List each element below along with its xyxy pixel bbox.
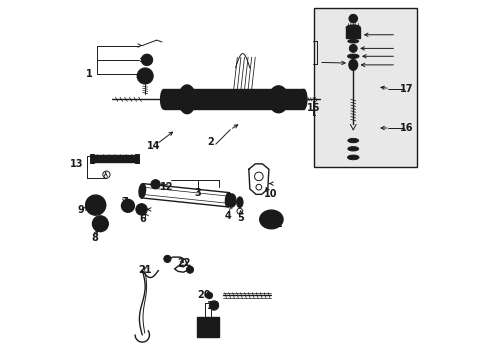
- Circle shape: [209, 301, 218, 310]
- Bar: [89, 154, 94, 163]
- Circle shape: [349, 60, 356, 68]
- Text: 10: 10: [263, 189, 277, 199]
- Text: 2: 2: [206, 138, 213, 147]
- Circle shape: [136, 204, 147, 215]
- Circle shape: [206, 292, 212, 299]
- Text: 1: 1: [86, 69, 93, 79]
- Text: 4: 4: [224, 211, 231, 221]
- Circle shape: [348, 44, 356, 52]
- Polygon shape: [248, 164, 268, 194]
- Text: 15: 15: [306, 103, 320, 113]
- Bar: [346, 28, 360, 39]
- Ellipse shape: [300, 89, 306, 109]
- Text: 11: 11: [269, 219, 283, 229]
- Circle shape: [121, 199, 134, 212]
- Text: 5: 5: [237, 213, 244, 222]
- Bar: [197, 318, 218, 337]
- Ellipse shape: [348, 59, 357, 70]
- Ellipse shape: [268, 86, 288, 113]
- Bar: [92, 154, 135, 162]
- Polygon shape: [141, 184, 229, 207]
- Ellipse shape: [225, 193, 231, 207]
- Text: 18: 18: [198, 327, 211, 337]
- Ellipse shape: [139, 184, 145, 198]
- Circle shape: [137, 68, 153, 84]
- Ellipse shape: [347, 155, 358, 160]
- Ellipse shape: [347, 54, 358, 58]
- Text: 17: 17: [399, 84, 412, 94]
- Bar: [135, 154, 139, 163]
- Ellipse shape: [347, 40, 358, 43]
- Circle shape: [348, 14, 357, 23]
- Ellipse shape: [236, 197, 243, 208]
- Circle shape: [141, 54, 152, 66]
- Circle shape: [92, 216, 108, 231]
- Text: 9: 9: [78, 206, 84, 216]
- Text: 22: 22: [177, 258, 190, 268]
- Ellipse shape: [346, 25, 360, 30]
- Bar: [163, 89, 303, 109]
- Text: 20: 20: [197, 291, 211, 301]
- Circle shape: [186, 266, 193, 273]
- Text: 7: 7: [121, 197, 127, 207]
- Text: 21: 21: [138, 265, 151, 275]
- Circle shape: [163, 255, 171, 262]
- Ellipse shape: [347, 147, 358, 151]
- Ellipse shape: [347, 138, 358, 143]
- Ellipse shape: [259, 210, 283, 229]
- Text: 6: 6: [139, 215, 145, 224]
- Text: 13: 13: [70, 159, 83, 169]
- Ellipse shape: [178, 85, 195, 114]
- Bar: [141, 72, 149, 80]
- Text: 14: 14: [147, 141, 161, 151]
- Ellipse shape: [227, 194, 235, 207]
- Circle shape: [151, 180, 160, 189]
- Ellipse shape: [160, 89, 167, 109]
- Text: 12: 12: [159, 182, 173, 192]
- Bar: [314, 8, 416, 167]
- Text: 8: 8: [91, 233, 98, 243]
- Text: 3: 3: [194, 188, 201, 198]
- Text: 16: 16: [399, 123, 412, 133]
- Text: 19: 19: [207, 301, 220, 311]
- Circle shape: [85, 195, 105, 215]
